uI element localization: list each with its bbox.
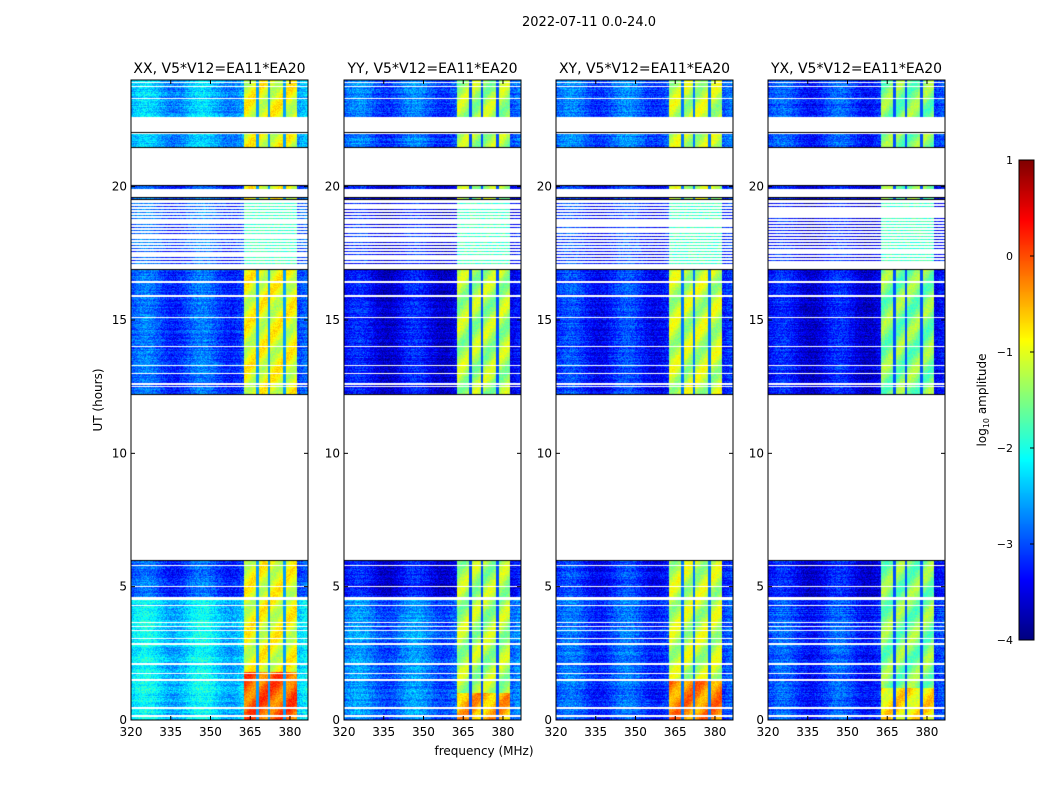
x-tick-label: 365 bbox=[664, 725, 687, 739]
y-tick-label: 0 bbox=[119, 713, 127, 727]
y-tick-label: 5 bbox=[756, 580, 764, 594]
y-tick-label: 0 bbox=[544, 713, 552, 727]
y-tick-label: 10 bbox=[749, 446, 764, 460]
colorbar-tick-label: −3 bbox=[997, 538, 1013, 551]
x-tick-label: 320 bbox=[120, 725, 143, 739]
x-tick-label: 380 bbox=[492, 725, 515, 739]
colorbar-label-log: log bbox=[975, 428, 989, 446]
suptitle: 2022-07-11 0.0-24.0 bbox=[522, 15, 656, 30]
y-tick-label: 5 bbox=[332, 580, 340, 594]
y-tick-label: 15 bbox=[325, 313, 340, 327]
axes-frame bbox=[130, 79, 309, 721]
colorbar-frame bbox=[1018, 159, 1035, 641]
x-tick-label: 320 bbox=[757, 725, 780, 739]
heatmap-panel-yy bbox=[344, 80, 521, 720]
x-tick-label: 335 bbox=[159, 725, 182, 739]
x-tick-label: 380 bbox=[279, 725, 302, 739]
heatmap-panel-xy bbox=[556, 80, 733, 720]
axes-1: YY, V5*V12=EA11*EA20 320 335 350 365 380 0 5 10 1… bbox=[325, 61, 522, 739]
y-tick-label: 15 bbox=[749, 313, 764, 327]
axes-frame bbox=[555, 79, 734, 721]
x-tick-label: 350 bbox=[412, 725, 435, 739]
x-tick-label: 365 bbox=[876, 725, 899, 739]
x-tick-label: 350 bbox=[836, 725, 859, 739]
y-tick-label: 10 bbox=[325, 446, 340, 460]
x-tick-label: 350 bbox=[624, 725, 647, 739]
x-tick-label: 365 bbox=[452, 725, 475, 739]
x-tick-label: 350 bbox=[199, 725, 222, 739]
heatmap-panel-xx bbox=[131, 80, 308, 720]
colorbar-tick-label: 0 bbox=[1006, 250, 1013, 263]
axes-frame bbox=[767, 79, 946, 721]
panel-title: YY, V5*V12=EA11*EA20 bbox=[346, 61, 517, 77]
axes-0: XX, V5*V12=EA11*EA20 320 335 350 365 380 0 5 10 1… bbox=[112, 61, 309, 739]
y-tick-label: 20 bbox=[325, 180, 340, 194]
x-tick-label: 335 bbox=[372, 725, 395, 739]
y-tick-label: 0 bbox=[756, 713, 764, 727]
y-tick-label: 5 bbox=[544, 580, 552, 594]
x-axis-label: frequency (MHz) bbox=[434, 744, 533, 758]
y-axis-label: UT (hours) bbox=[91, 368, 105, 431]
axes-2: XY, V5*V12=EA11*EA20 320 335 350 365 380 0 5 10 1… bbox=[537, 61, 734, 739]
colorbar bbox=[1019, 160, 1034, 640]
x-tick-label: 365 bbox=[239, 725, 262, 739]
x-tick-label: 380 bbox=[916, 725, 939, 739]
axes-frame bbox=[343, 79, 522, 721]
y-tick-label: 5 bbox=[119, 580, 127, 594]
x-tick-label: 335 bbox=[796, 725, 819, 739]
y-tick-label: 20 bbox=[749, 180, 764, 194]
x-tick-label: 320 bbox=[545, 725, 568, 739]
colorbar-tick-label: 1 bbox=[1006, 154, 1013, 167]
heatmap-panel-yx bbox=[768, 80, 945, 720]
y-tick-label: 10 bbox=[112, 446, 127, 460]
panel-title: XX, V5*V12=EA11*EA20 bbox=[133, 61, 305, 77]
y-tick-label: 15 bbox=[537, 313, 552, 327]
colorbar-tick-label: −2 bbox=[997, 442, 1013, 455]
panel-title: XY, V5*V12=EA11*EA20 bbox=[559, 61, 730, 77]
x-tick-label: 320 bbox=[333, 725, 356, 739]
x-tick-label: 335 bbox=[584, 725, 607, 739]
y-tick-label: 0 bbox=[332, 713, 340, 727]
colorbar-label-sub: 10 bbox=[982, 418, 991, 428]
y-tick-label: 20 bbox=[112, 180, 127, 194]
y-tick-label: 20 bbox=[537, 180, 552, 194]
colorbar-tick-label: −1 bbox=[997, 346, 1013, 359]
y-tick-label: 10 bbox=[537, 446, 552, 460]
panel-title: YX, V5*V12=EA11*EA20 bbox=[770, 61, 942, 77]
colorbar-label-rest: amplitude bbox=[975, 354, 989, 418]
y-tick-label: 15 bbox=[112, 313, 127, 327]
x-tick-label: 380 bbox=[704, 725, 727, 739]
axes-3: YX, V5*V12=EA11*EA20 320 335 350 365 380 0 5 10 1… bbox=[749, 61, 946, 739]
colorbar-label: log10 amplitude bbox=[975, 354, 991, 447]
colorbar-tick-label: −4 bbox=[997, 634, 1013, 647]
